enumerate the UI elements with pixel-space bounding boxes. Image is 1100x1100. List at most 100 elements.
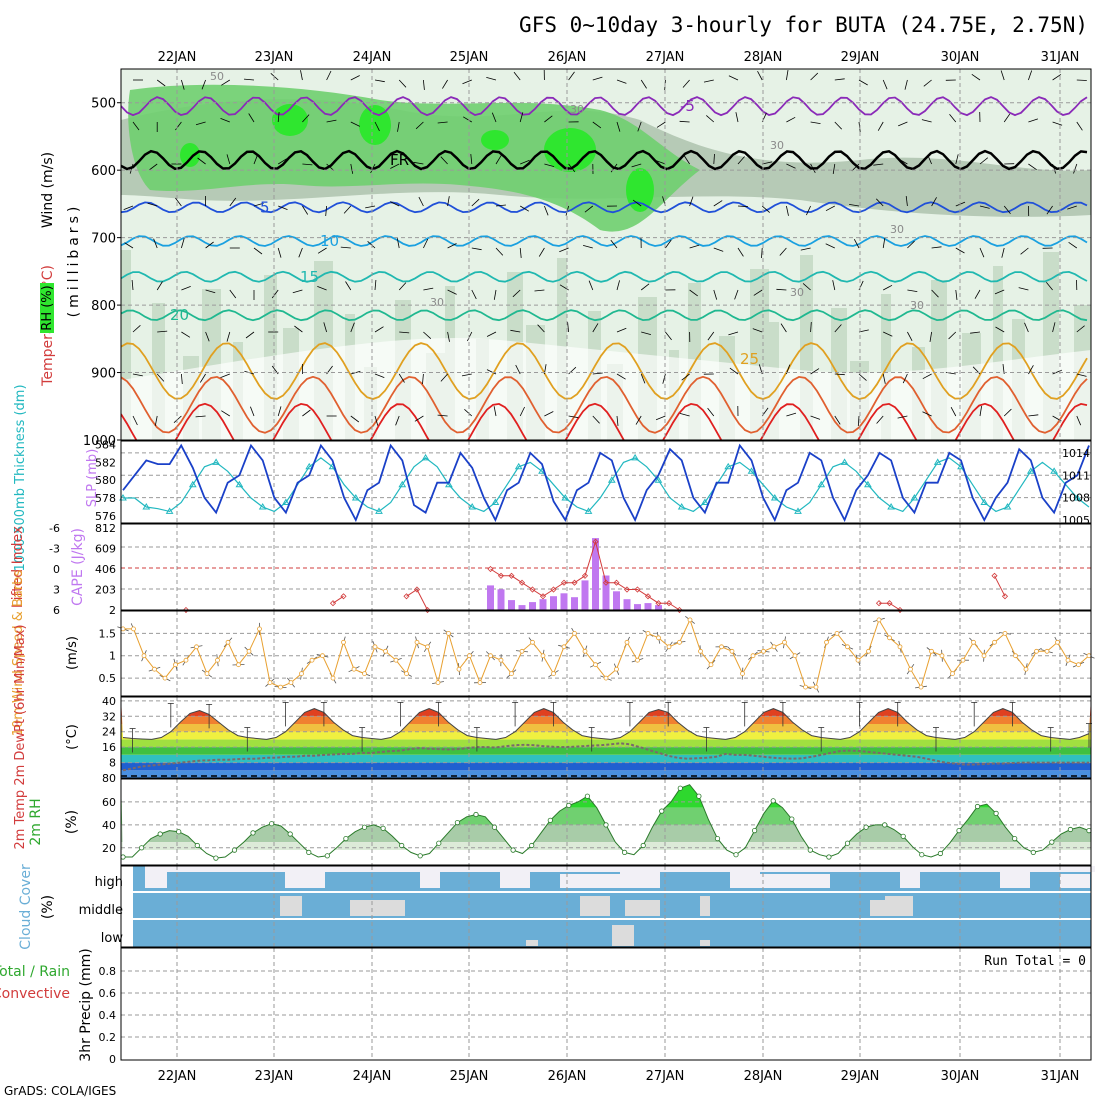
cape-tick-label: 812 [95, 522, 116, 535]
wind-barb [655, 415, 666, 421]
wind-barb [447, 243, 457, 249]
wind-barb [423, 238, 429, 249]
wind-barb [950, 407, 957, 417]
wind-barb [584, 205, 594, 213]
wind-barb [271, 289, 279, 299]
wind-barb [876, 415, 884, 424]
wind-barb [220, 118, 230, 123]
wind-barb [253, 154, 258, 165]
temp-ticks: 80 8 16 24 32 40 [102, 695, 116, 785]
wind-barb [689, 244, 700, 249]
thickness-point [1026, 467, 1035, 474]
wind-barb [786, 116, 796, 123]
wind-speed-point [320, 653, 325, 659]
precip-frame [120, 947, 1092, 1061]
cape-tick-label: 609 [95, 543, 116, 556]
cape-bar [487, 585, 494, 610]
wind-barb [635, 415, 642, 425]
wind-barb [395, 415, 400, 426]
bottom-day-label: 30JAN [941, 1069, 980, 1084]
rh-fill [121, 779, 1091, 865]
wind-barb [582, 245, 593, 249]
wind-barb [534, 289, 545, 292]
wind-barb [568, 415, 579, 419]
lifted-point [497, 572, 505, 579]
lifted-point [529, 586, 536, 593]
wind-barb [422, 373, 424, 385]
wind-barb [491, 112, 497, 123]
wind-barb [253, 247, 263, 255]
wind-barb [800, 247, 811, 251]
wind-barb [374, 121, 380, 132]
precip-tick-label: 0 [109, 1053, 116, 1066]
wind-barb [1028, 365, 1034, 375]
rh-bright-blob [481, 130, 509, 150]
wind-barb [350, 121, 360, 127]
rh-point [324, 853, 330, 859]
wind-tick-label: 1 [109, 650, 116, 663]
wind-barb [1052, 121, 1063, 126]
wind-barb [923, 79, 932, 87]
wind-speed-point [309, 657, 315, 663]
wind-barb [592, 372, 603, 375]
wind-speed-point [960, 657, 966, 663]
wind-barb [181, 331, 191, 338]
wind-barb [365, 205, 376, 209]
wind-barb [858, 373, 867, 381]
cloud-high-block [1060, 874, 1090, 888]
wind-barb [904, 79, 908, 90]
lifted-point [602, 579, 610, 586]
wind-speed-point [120, 626, 126, 632]
temp-frame [120, 696, 1092, 779]
wind-barb [370, 163, 376, 174]
wind-speed-point [1034, 648, 1039, 654]
lifted-point [613, 579, 620, 586]
thickness-axis-label: 1000-500mb Thickness (dm) [13, 384, 28, 571]
wind-barb [898, 158, 908, 165]
rh-point [529, 842, 535, 849]
wind-barb [882, 373, 886, 384]
thickness-point [840, 458, 849, 465]
wind-barb [955, 247, 965, 254]
wind-speed-point [992, 639, 997, 645]
rh-contour-label: 30 [570, 103, 584, 116]
wind-barb [415, 121, 424, 130]
wind-barb [413, 161, 424, 165]
wind-barb [752, 328, 763, 333]
rh-contour-label: 30 [430, 296, 444, 309]
wind10m-panel: 0.5 1 1.5 [99, 610, 1095, 697]
wind-barb [834, 78, 845, 81]
wind-barb [931, 246, 942, 249]
wind-speed-point [824, 639, 829, 645]
wind-barb [226, 154, 231, 165]
wind-speed-point [981, 653, 987, 659]
wind-barb [616, 121, 621, 132]
rh-point [900, 833, 906, 839]
wind-barb [927, 154, 932, 165]
wind-barb [786, 70, 789, 81]
thickness-point [607, 476, 616, 483]
wind-barb [883, 284, 893, 291]
rh-point [361, 824, 368, 830]
wind-barb [713, 289, 718, 300]
wind-speed-point [593, 662, 598, 668]
wind-speed-point [488, 653, 493, 659]
rh-point [863, 824, 869, 830]
wind-barb [568, 71, 575, 81]
wind-barb [567, 322, 569, 333]
cloud-high-block [560, 874, 620, 888]
bottom-day-label: 25JAN [450, 1069, 489, 1084]
wind-barb [253, 202, 264, 207]
top-day-label: 31JAN [1041, 50, 1080, 65]
cape-axis-label: CAPE (J/kg) [70, 528, 86, 606]
wind-barb [129, 163, 134, 174]
wind-barb [205, 241, 214, 249]
wind-barb [173, 415, 182, 423]
bottom-day-label: 23JAN [255, 1069, 294, 1084]
wind-barb [537, 324, 545, 333]
wind-speed-point [519, 648, 525, 654]
wind-speed-point [635, 657, 640, 663]
wind-barb [398, 79, 407, 88]
wind-barb [834, 415, 841, 425]
wind-barb [1003, 408, 1012, 417]
